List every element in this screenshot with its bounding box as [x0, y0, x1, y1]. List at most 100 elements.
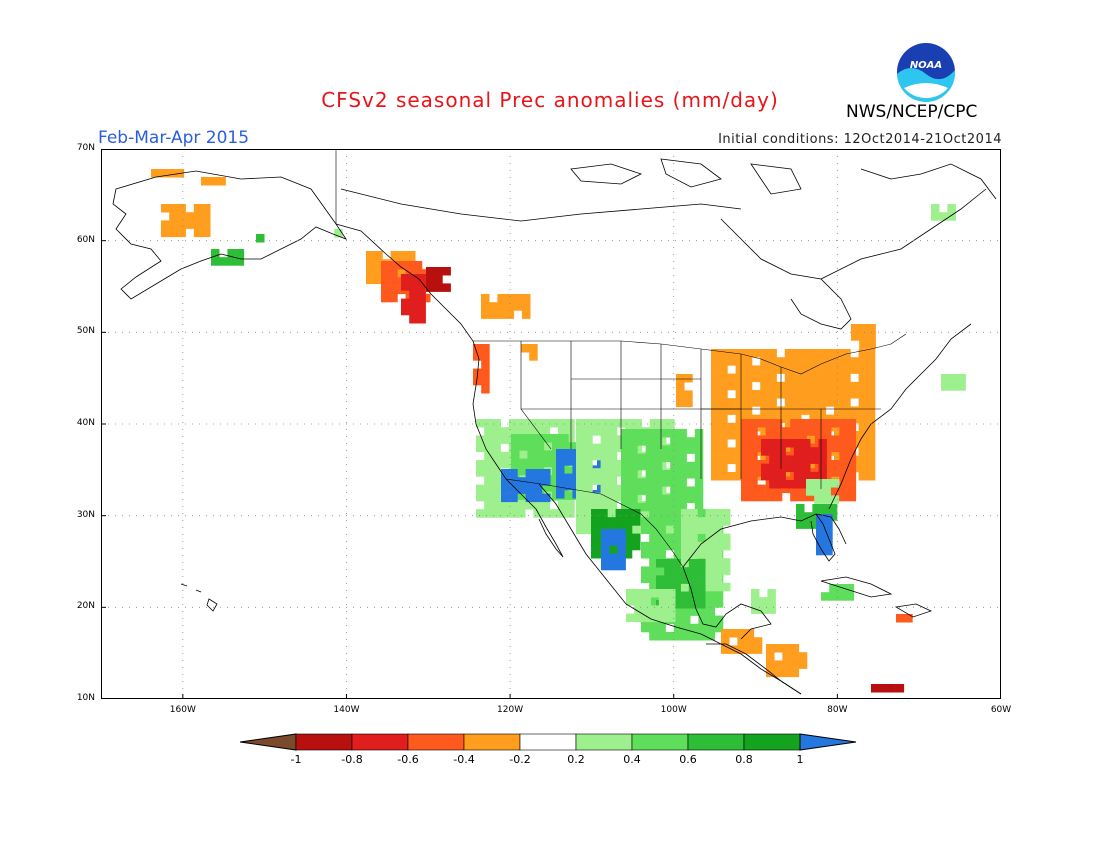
anomaly-cell	[809, 370, 818, 379]
anomaly-cell	[743, 381, 753, 391]
anomaly-cell	[201, 177, 210, 186]
anomaly-cell	[743, 398, 753, 407]
anomaly-cell	[481, 385, 490, 394]
anomaly-cell	[735, 381, 745, 391]
anomaly-cell	[492, 492, 501, 502]
anomaly-cell	[817, 349, 827, 358]
anomaly-cell	[842, 406, 851, 415]
anomaly-cell	[711, 455, 720, 465]
anomaly-cell	[608, 476, 618, 485]
anomaly-cell	[727, 447, 736, 456]
anomaly-cell	[645, 461, 655, 471]
anomaly-cell	[576, 427, 585, 436]
anomaly-cell	[694, 470, 704, 479]
anomaly-cell	[609, 553, 618, 563]
anomaly-cell	[568, 442, 577, 451]
anomaly-cell	[678, 470, 687, 479]
anomaly-cell	[525, 477, 535, 486]
anomaly-cell	[409, 290, 418, 299]
anomaly-cell	[608, 427, 618, 436]
anomaly-cell	[525, 427, 534, 436]
anomaly-cell	[672, 600, 681, 609]
anomaly-cell	[784, 381, 794, 391]
anomaly-cell	[706, 599, 716, 608]
anomaly-cell	[823, 419, 832, 428]
anomaly-cell	[847, 492, 857, 502]
anomaly-cell	[809, 378, 818, 388]
anomaly-cell	[665, 632, 675, 641]
anomaly-cell	[476, 419, 485, 428]
anomaly-cell	[664, 567, 673, 576]
anomaly-cell	[500, 501, 510, 510]
anomaly-cell	[839, 492, 848, 502]
anomaly-cell	[759, 605, 768, 614]
anomaly-cell	[484, 435, 493, 444]
anomaly-cell	[211, 249, 220, 258]
anomaly-cell	[680, 600, 690, 609]
anomaly-cell	[481, 294, 490, 303]
anomaly-cell	[793, 447, 803, 456]
anomaly-cell	[509, 493, 518, 503]
anomaly-cell	[866, 431, 876, 440]
lat-label: 40N	[76, 418, 95, 428]
anomaly-cell	[831, 443, 840, 453]
anomaly-cell	[649, 509, 658, 518]
anomaly-cell	[793, 455, 803, 464]
anomaly-cell	[705, 574, 715, 584]
anomaly-cell	[760, 349, 769, 358]
anomaly-cell	[769, 480, 778, 489]
anomaly-cell	[686, 470, 696, 479]
anomaly-cell	[782, 427, 791, 436]
anomaly-cell	[641, 517, 650, 526]
anomaly-cell	[782, 644, 791, 653]
anomaly-cell	[629, 453, 638, 463]
anomaly-cell	[609, 537, 618, 546]
anomaly-cell	[688, 567, 698, 576]
anomaly-cell	[714, 623, 724, 633]
anomaly-cell	[600, 419, 610, 428]
anomaly-cell	[727, 398, 736, 407]
anomaly-cell	[556, 465, 565, 474]
anomaly-cell	[735, 439, 745, 448]
anomaly-cell	[719, 455, 728, 465]
anomaly-cell	[484, 484, 493, 494]
anomaly-cell	[711, 398, 720, 407]
anomaly-cell	[500, 460, 510, 469]
anomaly-cell	[858, 381, 868, 391]
anomaly-cell	[858, 365, 868, 374]
anomaly-cell	[767, 605, 776, 614]
colorbar-box	[351, 733, 409, 751]
lon-label: 140W	[333, 705, 360, 715]
anomaly-cell	[839, 451, 848, 461]
anomaly-cell	[484, 468, 493, 477]
anomaly-cell	[847, 435, 857, 444]
anomaly-cell	[706, 607, 716, 616]
anomaly-cell	[576, 501, 585, 510]
anomaly-cell	[818, 471, 827, 481]
anomaly-cell	[751, 597, 760, 606]
anomaly-cell	[809, 439, 818, 448]
anomaly-cell	[818, 455, 827, 464]
anomaly-cell	[752, 365, 761, 374]
anomaly-cell	[904, 614, 913, 623]
anomaly-cell	[678, 486, 687, 495]
anomaly-cell	[657, 623, 666, 633]
anomaly-cell	[727, 349, 736, 358]
anomaly-cell	[722, 541, 731, 551]
anomaly-cell	[866, 463, 876, 473]
anomaly-cell	[816, 538, 825, 548]
anomaly-cell	[169, 228, 178, 238]
anomaly-cell	[193, 228, 203, 238]
anomaly-cell	[600, 443, 610, 453]
anomaly-cell	[584, 517, 593, 526]
anomaly-cell	[629, 494, 638, 504]
anomaly-cell	[737, 645, 746, 654]
anomaly-cell	[672, 567, 681, 576]
anomaly-cell	[765, 419, 775, 428]
anomaly-cell	[839, 435, 848, 444]
anomaly-cell	[473, 344, 482, 353]
anomaly-cell	[481, 344, 490, 353]
anomaly-cell	[389, 277, 398, 286]
anomaly-cell	[796, 504, 805, 513]
anomaly-cell	[809, 362, 818, 371]
